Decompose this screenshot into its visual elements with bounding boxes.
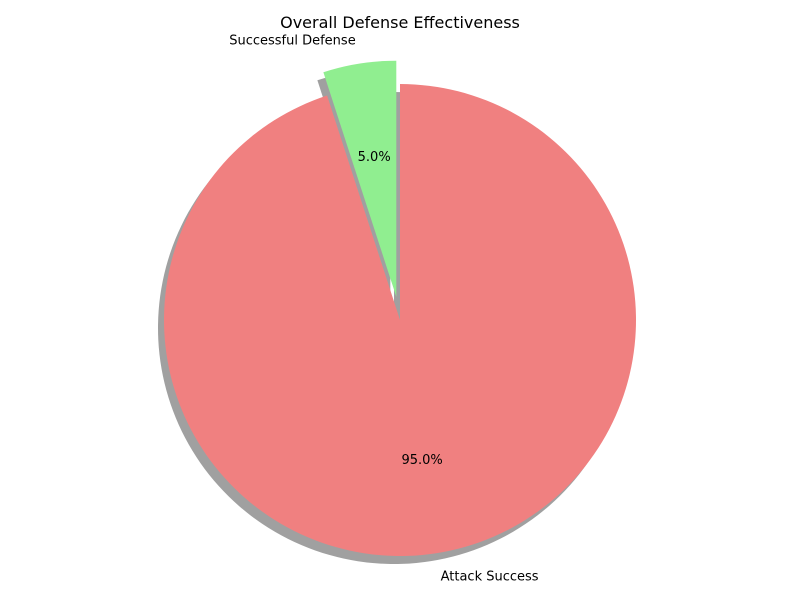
slice-percent-attack-success: 95.0% <box>401 453 442 468</box>
slice-label-successful-defense: Successful Defense <box>229 33 355 48</box>
pie-slice-attack-success <box>164 84 636 556</box>
pie-slice-successful-defense <box>323 60 397 297</box>
label-layer: Successful Defense 5.0% Attack Success 95.0… <box>229 33 539 584</box>
slice-label-attack-success: Attack Success <box>441 569 539 584</box>
slice-percent-successful-defense: 5.0% <box>358 150 391 165</box>
slice-layer <box>164 60 636 556</box>
chart-title: Overall Defense Effectiveness <box>280 13 520 32</box>
